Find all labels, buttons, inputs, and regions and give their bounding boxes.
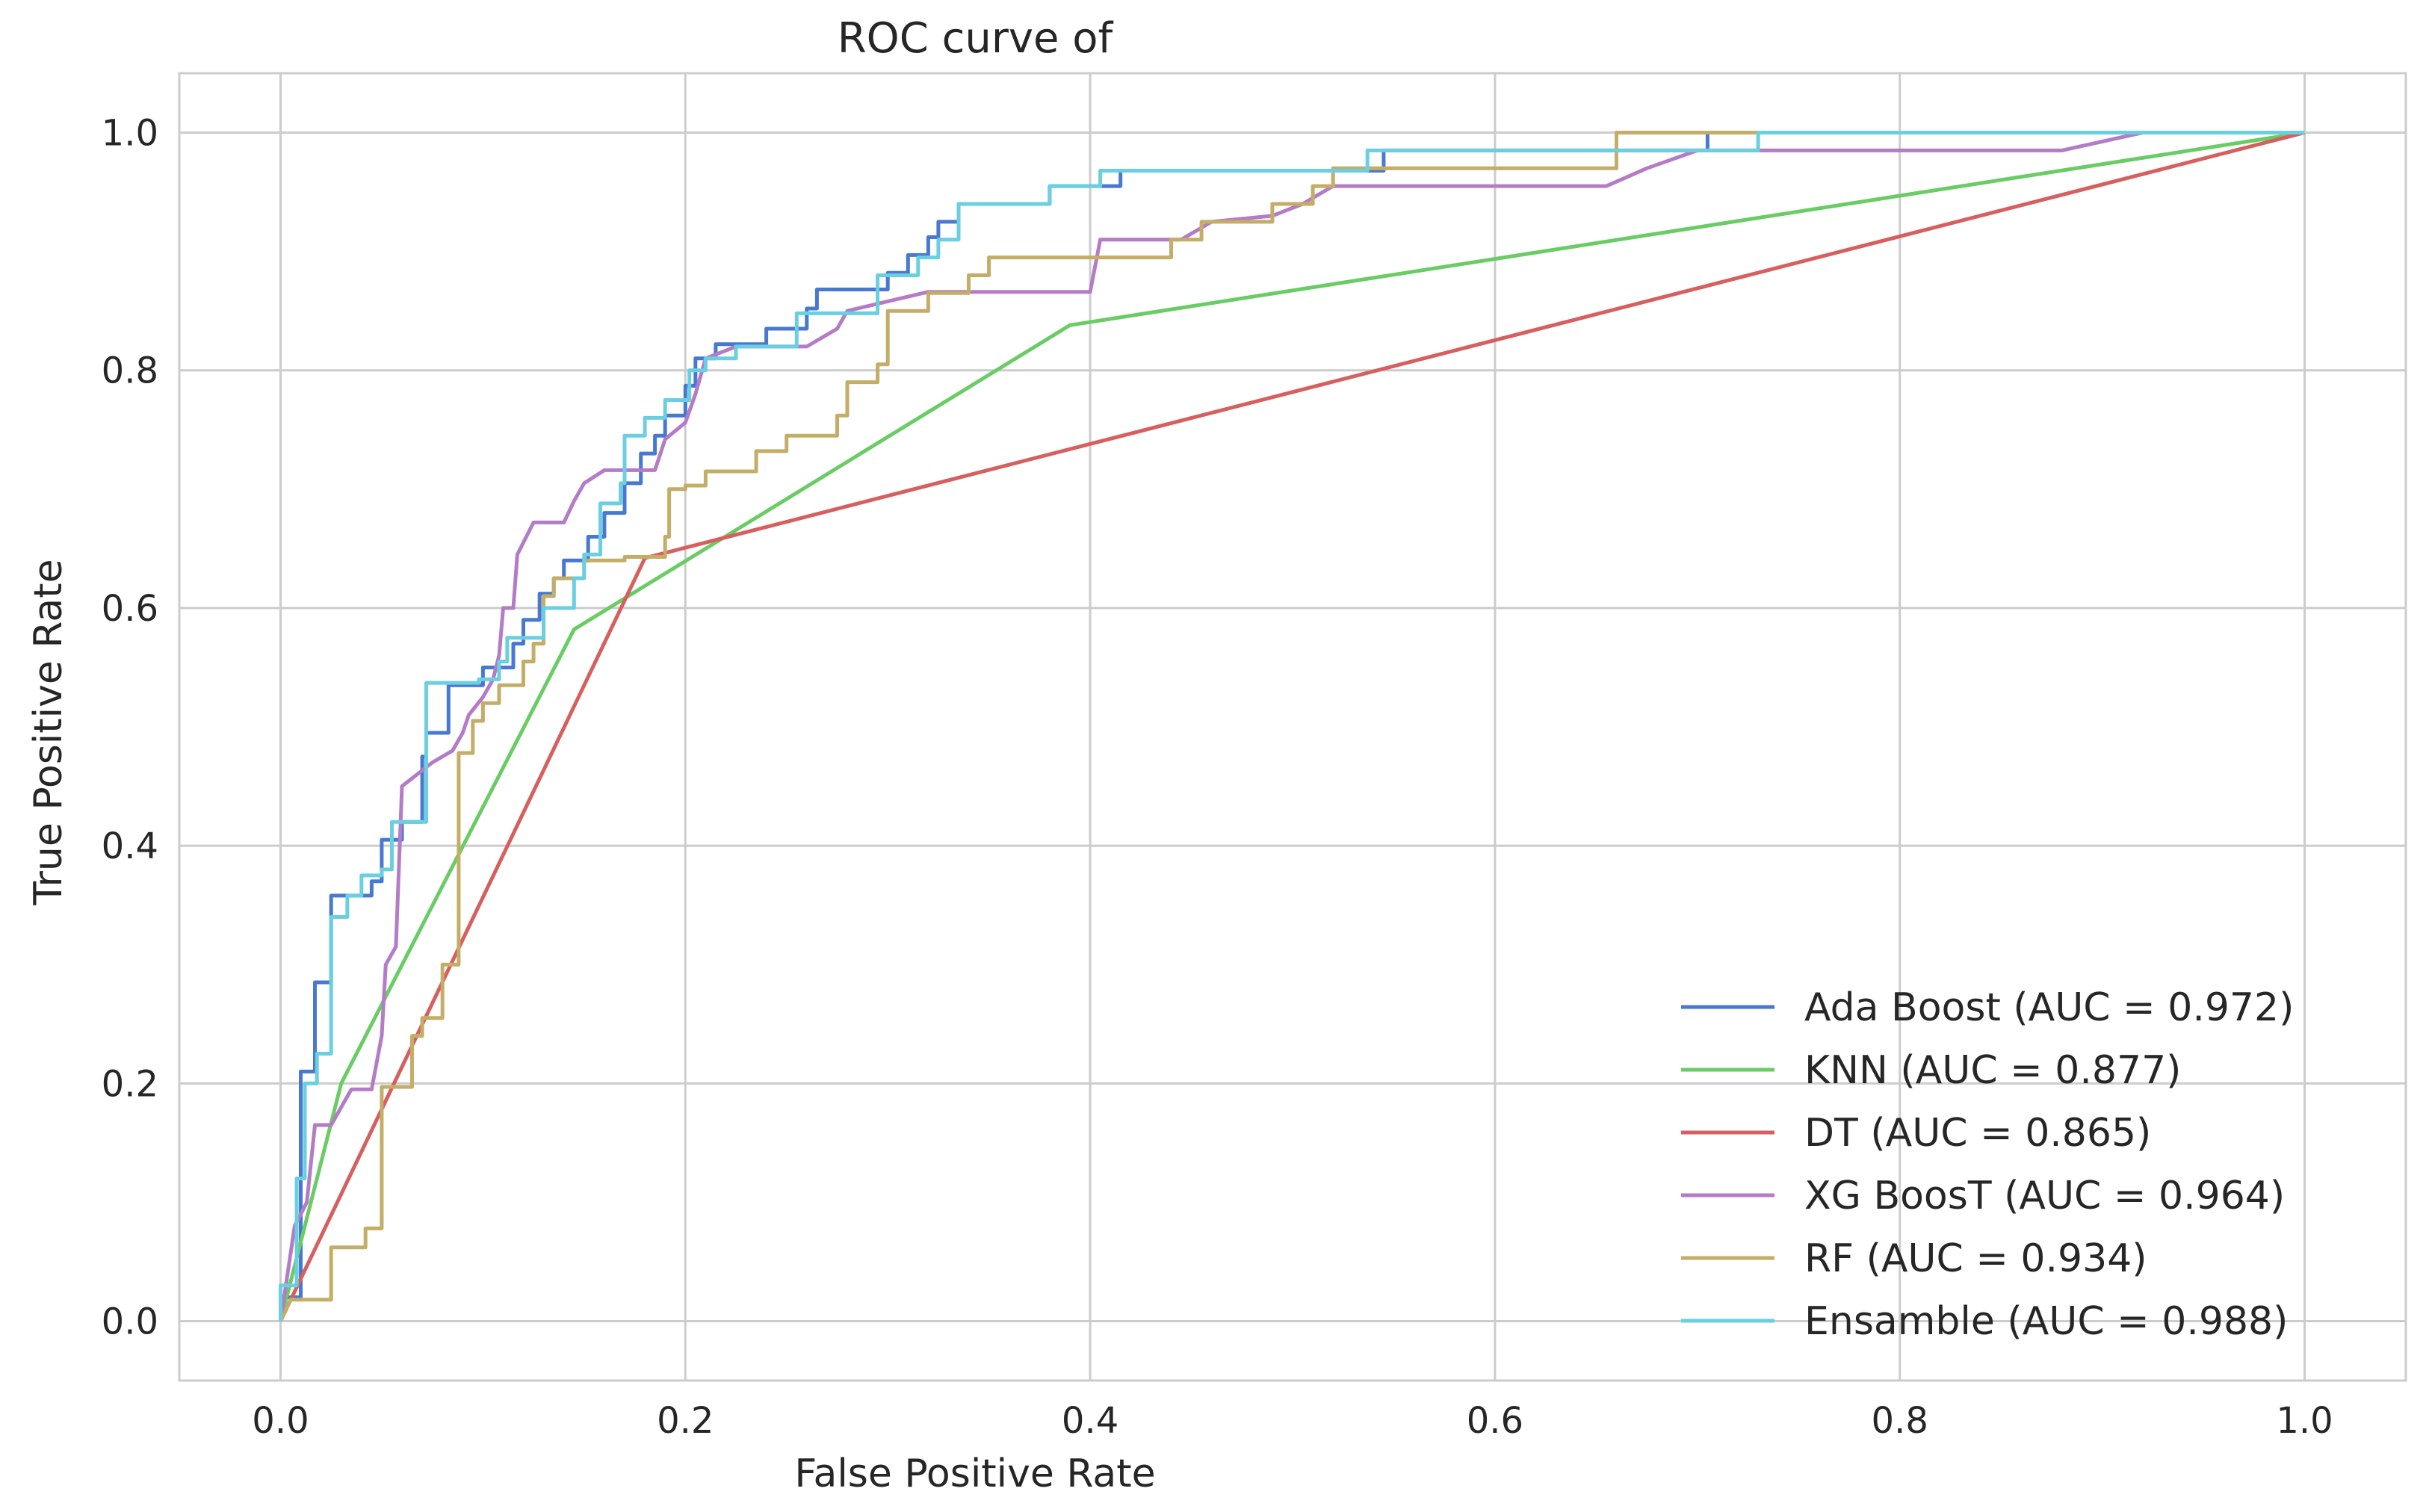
chart-title: ROC curve of [838, 14, 1114, 63]
legend-label-4: RF (AUC = 0.934) [1804, 1236, 2147, 1281]
legend-label-0: Ada Boost (AUC = 0.972) [1804, 985, 2294, 1030]
legend-label-1: KNN (AUC = 0.877) [1804, 1048, 2181, 1093]
x-tick-label: 1.0 [2276, 1400, 2333, 1442]
legend: Ada Boost (AUC = 0.972) KNN (AUC = 0.877)… [1681, 985, 2294, 1344]
roc-series-line-5 [279, 131, 2305, 1322]
x-tick-label: 0.8 [1872, 1400, 1928, 1442]
plot-frame [178, 72, 2407, 1382]
x-tick-label: 0.4 [1062, 1400, 1118, 1442]
x-axis-label: False Positive Rate [794, 1451, 1155, 1496]
x-tick-label: 0.0 [252, 1400, 309, 1442]
x-tick-label: 0.6 [1467, 1400, 1523, 1442]
x-tick-label: 0.2 [657, 1400, 714, 1442]
y-tick-label: 0.8 [102, 350, 158, 392]
y-tick-label: 0.0 [102, 1301, 158, 1342]
y-tick-label: 1.0 [102, 113, 158, 155]
legend-label-3: XG BoosT (AUC = 0.964) [1804, 1174, 2285, 1218]
legend-label-2: DT (AUC = 0.865) [1804, 1111, 2151, 1156]
roc-series-line-4 [279, 131, 2305, 1322]
y-tick-label: 0.2 [102, 1063, 158, 1105]
y-tick-label: 0.6 [102, 588, 158, 630]
series-layer [279, 131, 2306, 1322]
roc-series-line-3 [279, 131, 2305, 1322]
y-tick-label: 0.4 [102, 825, 158, 867]
y-axis-label: True Positive Rate [26, 559, 71, 905]
roc-series-line-1 [279, 131, 2305, 1322]
tick-labels: 0.0 0.2 0.4 0.6 0.8 1.0 0.0 0.2 0.4 0.6 0.8 1.0 [102, 113, 2333, 1442]
legend-label-5: Ensamble (AUC = 0.988) [1804, 1299, 2288, 1344]
